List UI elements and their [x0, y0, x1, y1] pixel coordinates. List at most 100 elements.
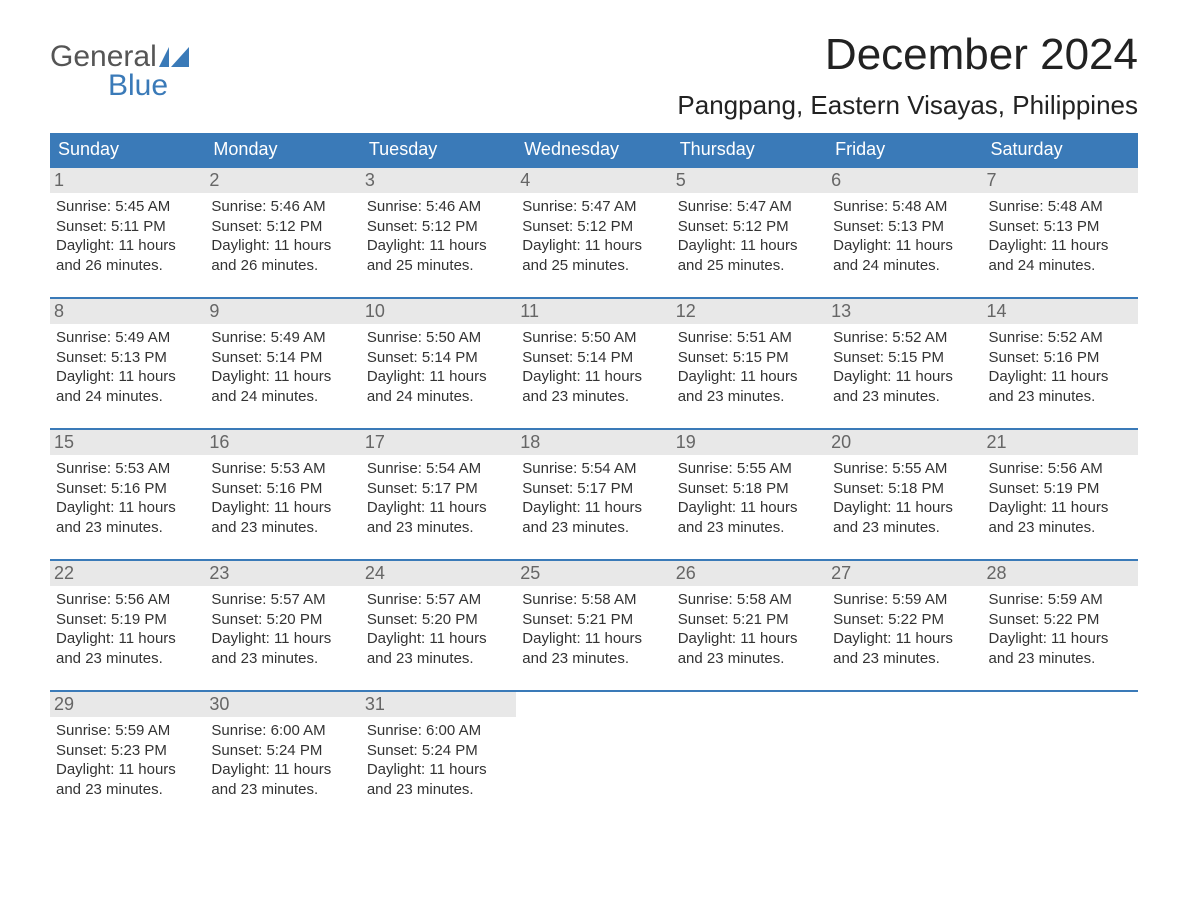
day-data: Sunrise: 5:55 AMSunset: 5:18 PMDaylight:…: [833, 459, 976, 537]
sunrise-line: Sunrise: 5:54 AM: [522, 459, 665, 479]
sunset-line: Sunset: 5:16 PM: [989, 348, 1132, 368]
day-data: Sunrise: 5:59 AMSunset: 5:23 PMDaylight:…: [56, 721, 199, 799]
sunrise-line: Sunrise: 5:55 AM: [833, 459, 976, 479]
day-data: Sunrise: 5:57 AMSunset: 5:20 PMDaylight:…: [211, 590, 354, 668]
weekday-header: Wednesday: [516, 133, 671, 166]
sunrise-line: Sunrise: 5:45 AM: [56, 197, 199, 217]
day-data: Sunrise: 5:54 AMSunset: 5:17 PMDaylight:…: [522, 459, 665, 537]
day-data: Sunrise: 5:45 AMSunset: 5:11 PMDaylight:…: [56, 197, 199, 275]
daylight-line: Daylight: 11 hours and 23 minutes.: [211, 498, 354, 537]
day-number: 10: [361, 299, 516, 324]
sunrise-line: Sunrise: 5:59 AM: [833, 590, 976, 610]
day-cell: [672, 692, 827, 807]
day-data: Sunrise: 5:53 AMSunset: 5:16 PMDaylight:…: [56, 459, 199, 537]
sunset-line: Sunset: 5:21 PM: [522, 610, 665, 630]
sunrise-line: Sunrise: 5:50 AM: [522, 328, 665, 348]
logo-text-general: General: [50, 40, 157, 73]
day-cell: 19Sunrise: 5:55 AMSunset: 5:18 PMDayligh…: [672, 430, 827, 545]
daylight-line: Daylight: 11 hours and 23 minutes.: [678, 498, 821, 537]
daylight-line: Daylight: 11 hours and 23 minutes.: [367, 498, 510, 537]
day-data: Sunrise: 5:56 AMSunset: 5:19 PMDaylight:…: [56, 590, 199, 668]
sunset-line: Sunset: 5:19 PM: [989, 479, 1132, 499]
day-cell: 14Sunrise: 5:52 AMSunset: 5:16 PMDayligh…: [983, 299, 1138, 414]
day-cell: 26Sunrise: 5:58 AMSunset: 5:21 PMDayligh…: [672, 561, 827, 676]
day-cell: 2Sunrise: 5:46 AMSunset: 5:12 PMDaylight…: [205, 168, 360, 283]
day-number: 12: [672, 299, 827, 324]
day-data: Sunrise: 5:56 AMSunset: 5:19 PMDaylight:…: [989, 459, 1132, 537]
sunset-line: Sunset: 5:16 PM: [56, 479, 199, 499]
month-title: December 2024: [677, 30, 1138, 80]
weekday-header: Monday: [205, 133, 360, 166]
day-cell: 5Sunrise: 5:47 AMSunset: 5:12 PMDaylight…: [672, 168, 827, 283]
day-cell: 11 Sunrise: 5:50 AMSunset: 5:14 PMDayligh…: [516, 299, 671, 414]
week-row: 29Sunrise: 5:59 AMSunset: 5:23 PMDayligh…: [50, 690, 1138, 807]
day-data: Sunrise: 5:50 AMSunset: 5:14 PMDaylight:…: [367, 328, 510, 406]
daylight-line: Daylight: 11 hours and 24 minutes.: [989, 236, 1132, 275]
day-number: 11: [516, 299, 671, 324]
day-data: Sunrise: 5:52 AMSunset: 5:15 PMDaylight:…: [833, 328, 976, 406]
daylight-line: Daylight: 11 hours and 25 minutes.: [367, 236, 510, 275]
daylight-line: Daylight: 11 hours and 23 minutes.: [833, 629, 976, 668]
sunrise-line: Sunrise: 5:55 AM: [678, 459, 821, 479]
daylight-line: Daylight: 11 hours and 24 minutes.: [211, 367, 354, 406]
week-row: 15Sunrise: 5:53 AMSunset: 5:16 PMDayligh…: [50, 428, 1138, 545]
sunrise-line: Sunrise: 5:48 AM: [989, 197, 1132, 217]
day-cell: 10 Sunrise: 5:50 AMSunset: 5:14 PMDayligh…: [361, 299, 516, 414]
day-cell: 9Sunrise: 5:49 AMSunset: 5:14 PMDaylight…: [205, 299, 360, 414]
day-number: 30: [205, 692, 360, 717]
day-data: Sunrise: 5:57 AMSunset: 5:20 PMDaylight:…: [367, 590, 510, 668]
day-number: 24: [361, 561, 516, 586]
day-number: 9: [205, 299, 360, 324]
daylight-line: Daylight: 11 hours and 23 minutes.: [56, 498, 199, 537]
day-number: 27: [827, 561, 982, 586]
day-cell: 27 Sunrise: 5:59 AMSunset: 5:22 PMDayligh…: [827, 561, 982, 676]
day-data: Sunrise: 5:46 AMSunset: 5:12 PMDaylight:…: [367, 197, 510, 275]
sunrise-line: Sunrise: 5:53 AM: [211, 459, 354, 479]
sunset-line: Sunset: 5:16 PM: [211, 479, 354, 499]
day-data: Sunrise: 5:50 AMSunset: 5:14 PMDaylight:…: [522, 328, 665, 406]
sunrise-line: Sunrise: 5:56 AM: [56, 590, 199, 610]
day-cell: 18 Sunrise: 5:54 AMSunset: 5:17 PMDayligh…: [516, 430, 671, 545]
weekday-header-row: Sunday Monday Tuesday Wednesday Thursday…: [50, 133, 1138, 166]
day-cell: 20Sunrise: 5:55 AMSunset: 5:18 PMDayligh…: [827, 430, 982, 545]
day-number: 16: [205, 430, 360, 455]
sunset-line: Sunset: 5:12 PM: [522, 217, 665, 237]
sunset-line: Sunset: 5:22 PM: [833, 610, 976, 630]
daylight-line: Daylight: 11 hours and 23 minutes.: [367, 760, 510, 799]
sunrise-line: Sunrise: 5:49 AM: [211, 328, 354, 348]
weekday-header: Tuesday: [361, 133, 516, 166]
sunrise-line: Sunrise: 5:47 AM: [522, 197, 665, 217]
sunset-line: Sunset: 5:17 PM: [522, 479, 665, 499]
weekday-header: Friday: [827, 133, 982, 166]
day-cell: 12Sunrise: 5:51 AMSunset: 5:15 PMDayligh…: [672, 299, 827, 414]
day-number: 26: [672, 561, 827, 586]
daylight-line: Daylight: 11 hours and 23 minutes.: [989, 498, 1132, 537]
daylight-line: Daylight: 11 hours and 23 minutes.: [56, 629, 199, 668]
title-block: December 2024 Pangpang, Eastern Visayas,…: [677, 30, 1138, 121]
sunset-line: Sunset: 5:23 PM: [56, 741, 199, 761]
day-number: 25: [516, 561, 671, 586]
day-number: 18: [516, 430, 671, 455]
sunrise-line: Sunrise: 5:52 AM: [833, 328, 976, 348]
sunrise-line: Sunrise: 5:52 AM: [989, 328, 1132, 348]
day-cell: 25Sunrise: 5:58 AMSunset: 5:21 PMDayligh…: [516, 561, 671, 676]
day-data: Sunrise: 5:59 AMSunset: 5:22 PMDaylight:…: [989, 590, 1132, 668]
sunrise-line: Sunrise: 5:53 AM: [56, 459, 199, 479]
sunset-line: Sunset: 5:17 PM: [367, 479, 510, 499]
sunset-line: Sunset: 5:20 PM: [211, 610, 354, 630]
sunrise-line: Sunrise: 5:58 AM: [522, 590, 665, 610]
sunrise-line: Sunrise: 5:51 AM: [678, 328, 821, 348]
day-cell: 15Sunrise: 5:53 AMSunset: 5:16 PMDayligh…: [50, 430, 205, 545]
sunrise-line: Sunrise: 5:46 AM: [211, 197, 354, 217]
daylight-line: Daylight: 11 hours and 23 minutes.: [367, 629, 510, 668]
daylight-line: Daylight: 11 hours and 25 minutes.: [678, 236, 821, 275]
daylight-line: Daylight: 11 hours and 24 minutes.: [367, 367, 510, 406]
daylight-line: Daylight: 11 hours and 24 minutes.: [833, 236, 976, 275]
sunrise-line: Sunrise: 5:54 AM: [367, 459, 510, 479]
day-data: Sunrise: 5:47 AMSunset: 5:12 PMDaylight:…: [678, 197, 821, 275]
sunrise-line: Sunrise: 5:50 AM: [367, 328, 510, 348]
daylight-line: Daylight: 11 hours and 23 minutes.: [56, 760, 199, 799]
day-cell: 23Sunrise: 5:57 AMSunset: 5:20 PMDayligh…: [205, 561, 360, 676]
day-cell: 1Sunrise: 5:45 AMSunset: 5:11 PMDaylight…: [50, 168, 205, 283]
sunset-line: Sunset: 5:12 PM: [367, 217, 510, 237]
